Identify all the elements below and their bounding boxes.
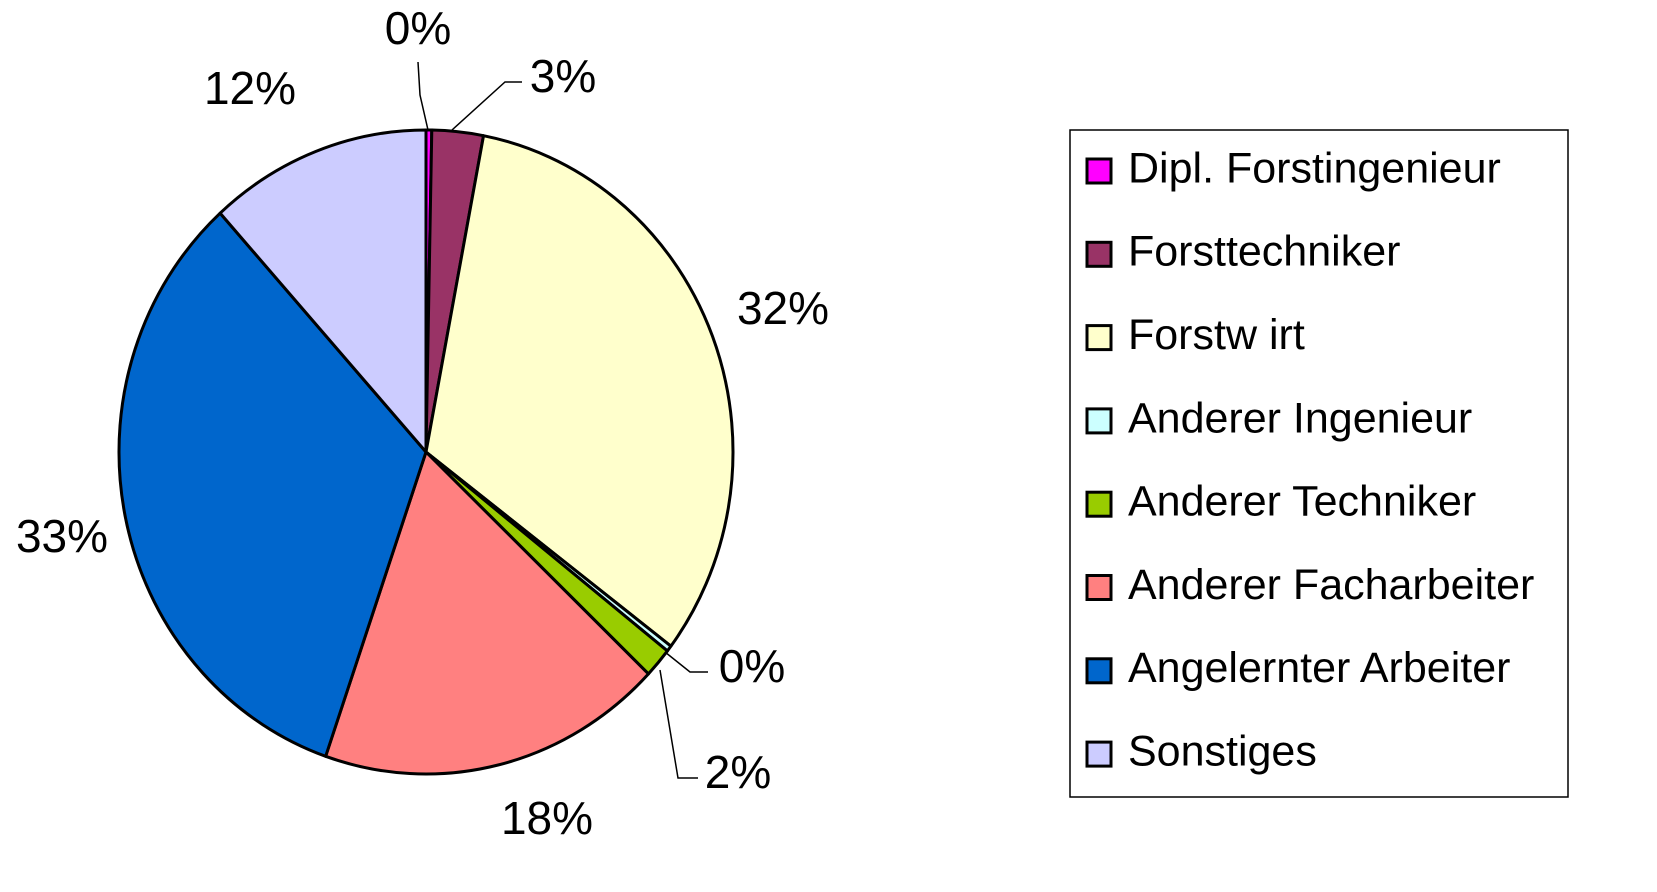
data-label: 0%	[385, 2, 451, 54]
data-label: 0%	[719, 640, 785, 692]
pie-slice	[218, 128, 428, 454]
data-label: 32%	[737, 282, 829, 334]
data-label: 12%	[204, 62, 296, 114]
legend-swatch	[1085, 324, 1113, 352]
pie-slice	[324, 450, 650, 776]
data-label: 18%	[501, 792, 593, 844]
legend-label: Forstw irt	[1128, 311, 1305, 359]
legend-box	[1069, 129, 1569, 798]
legend-label: Dipl. Forstingenieur	[1128, 144, 1501, 192]
legend-swatch	[1085, 657, 1113, 685]
legend-swatch	[1085, 240, 1113, 268]
legend-label: Angelernter Arbeiter	[1128, 644, 1510, 692]
leader-line	[664, 651, 708, 673]
leader-line	[659, 669, 698, 779]
pie-slice	[424, 134, 735, 648]
pie-slice	[117, 211, 428, 758]
legend-label: Anderer Ingenieur	[1128, 394, 1472, 442]
legend-label: Sonstiges	[1128, 727, 1317, 775]
legend-label: Anderer Facharbeiter	[1128, 561, 1534, 609]
leader-line	[417, 61, 429, 131]
data-label: 2%	[705, 746, 771, 798]
legend-swatch	[1085, 490, 1113, 518]
legend-swatch	[1085, 157, 1113, 185]
legend-label: Anderer Techniker	[1128, 478, 1476, 526]
leader-line	[451, 81, 522, 131]
legend-swatch	[1085, 740, 1113, 768]
data-label: 3%	[530, 50, 596, 102]
legend-label: Forsttechniker	[1128, 228, 1400, 276]
data-label: 33%	[16, 510, 108, 562]
legend-swatch	[1085, 574, 1113, 601]
legend-swatch	[1085, 407, 1113, 435]
